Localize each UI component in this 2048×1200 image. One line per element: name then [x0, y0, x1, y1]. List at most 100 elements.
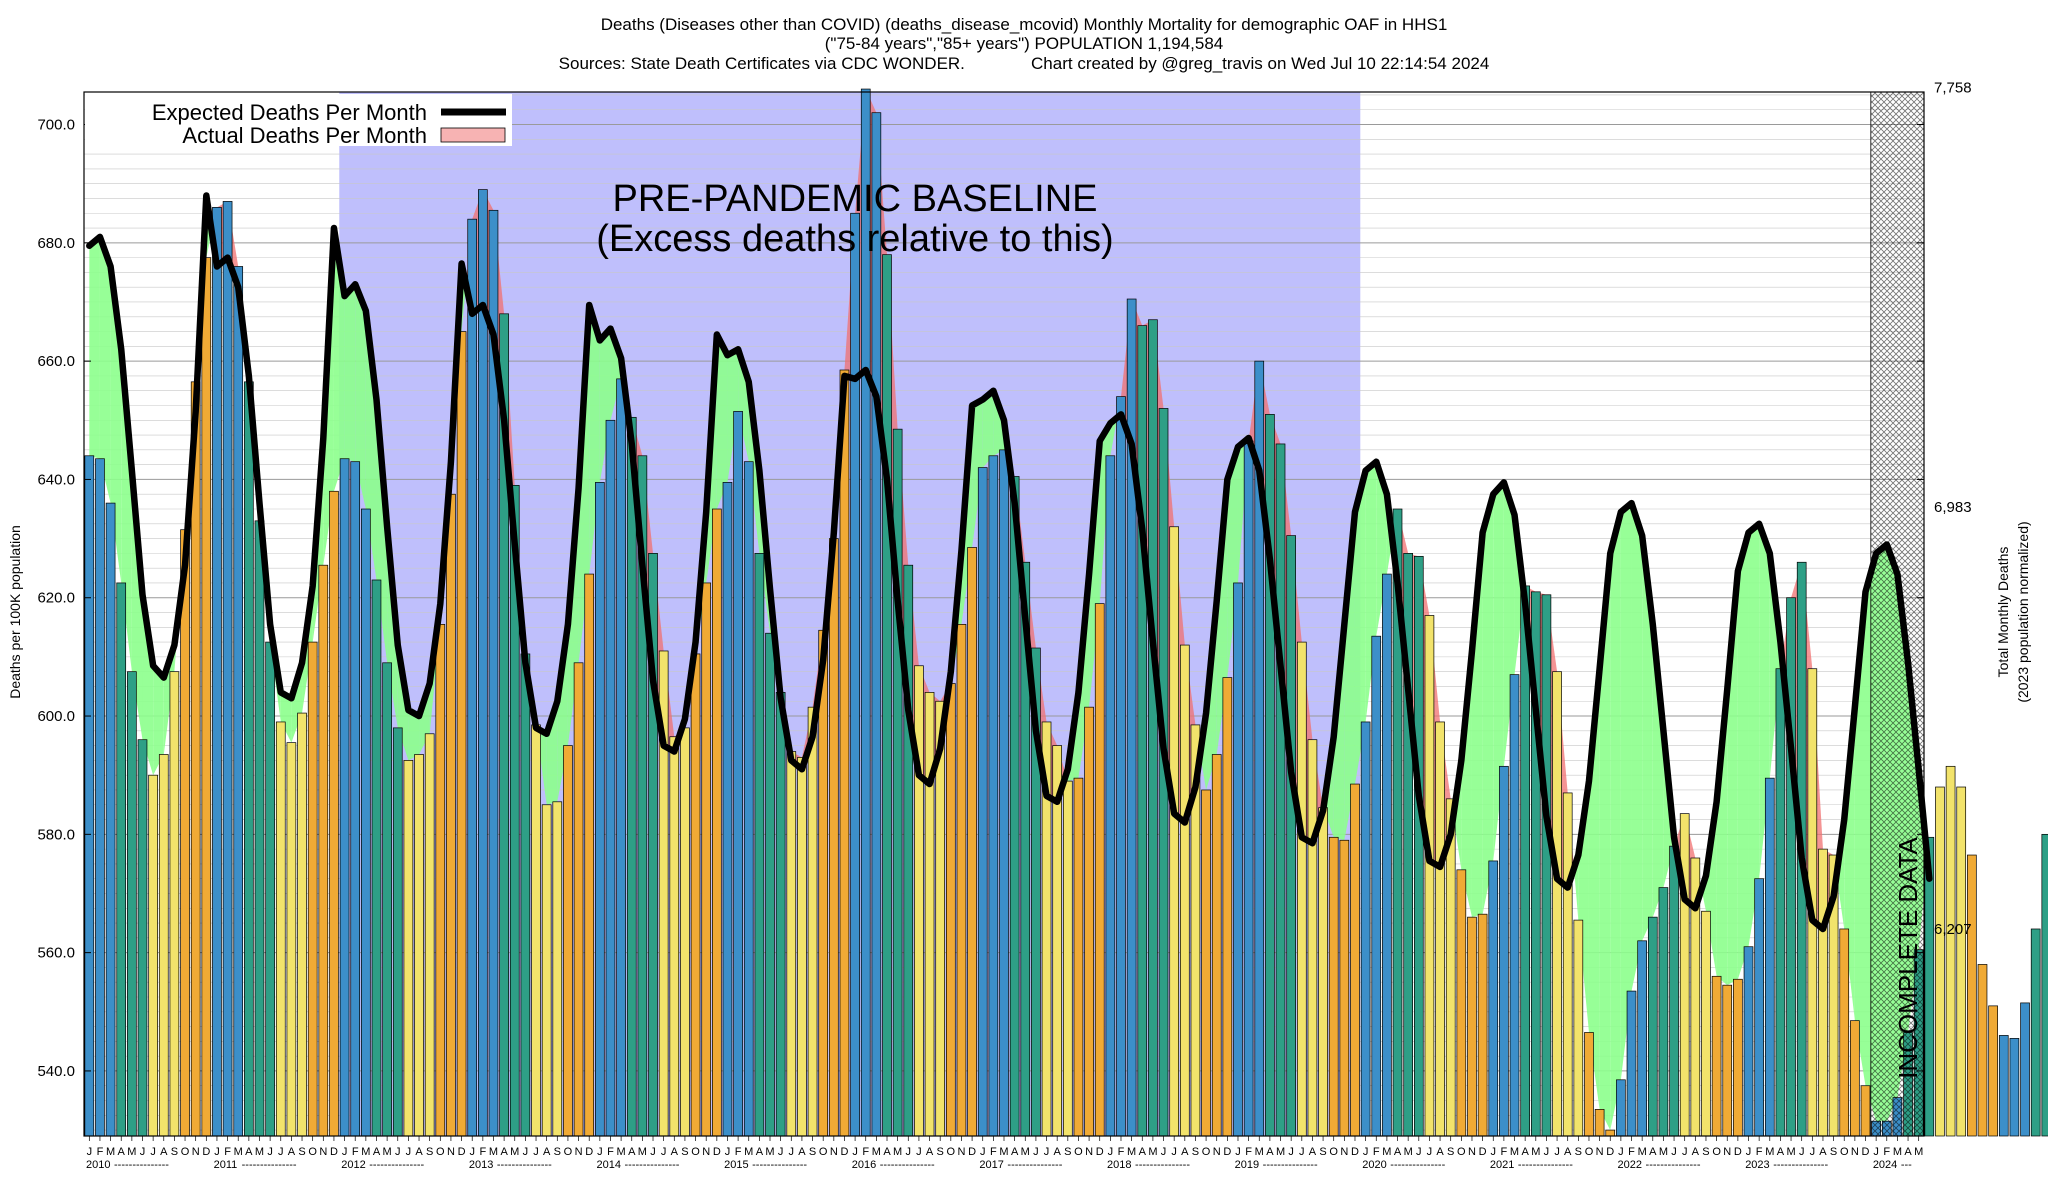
- month-tick-label: D: [1734, 1146, 1742, 1158]
- month-tick-label: J: [916, 1146, 922, 1158]
- month-tick-label: M: [638, 1146, 647, 1158]
- actual-bar: [999, 449, 1009, 1137]
- deficit-fill: [1110, 417, 1118, 456]
- legend: Expected Deaths Per Month Actual Deaths …: [85, 94, 512, 148]
- deficit-fill: [1482, 494, 1494, 915]
- actual-bar: [1701, 910, 1711, 1137]
- actual-bar: [1328, 836, 1339, 1137]
- deficit-fill: [1642, 535, 1653, 941]
- month-tick-label: F: [1501, 1146, 1508, 1158]
- actual-bar: [1382, 573, 1392, 1137]
- month-tick-label: N: [1723, 1146, 1731, 1158]
- baseline-band: [339, 92, 1361, 1136]
- deficit-fill: [142, 594, 154, 776]
- actual-bar: [403, 760, 414, 1137]
- month-tick-label: J: [725, 1146, 731, 1158]
- actual-bar: [1169, 526, 1179, 1137]
- actual-bar: [531, 724, 541, 1137]
- month-tick-label: M: [893, 1146, 902, 1158]
- year-dash-label: ---------------: [752, 1159, 807, 1171]
- actual-bar: [1945, 765, 1956, 1137]
- actual-bar: [1977, 964, 1988, 1137]
- deficit-fill: [1652, 624, 1664, 918]
- actual-bar: [2020, 1002, 2030, 1137]
- incomplete-hatch: [1870, 91, 1925, 1137]
- month-tick-label: M: [1127, 1146, 1136, 1158]
- year-tick-label: 2019: [1235, 1159, 1259, 1171]
- month-tick-label: D: [713, 1146, 721, 1158]
- month-tick-label: D: [1351, 1146, 1359, 1158]
- month-tick-label: S: [1830, 1146, 1837, 1158]
- actual-bar: [1573, 919, 1584, 1137]
- actual-bar: [1148, 319, 1158, 1137]
- y-tick-label: 640.0: [37, 471, 75, 488]
- month-tick-label: M: [1404, 1146, 1413, 1158]
- month-tick-label: A: [1394, 1146, 1402, 1158]
- month-tick-label: M: [1148, 1146, 1157, 1158]
- month-tick-label: J: [533, 1146, 539, 1158]
- actual-bar: [84, 455, 95, 1137]
- month-tick-label: A: [1181, 1146, 1189, 1158]
- actual-bar: [1520, 585, 1530, 1137]
- actual-bar: [1626, 990, 1637, 1137]
- month-tick-label: M: [765, 1146, 774, 1158]
- deficit-fill: [982, 390, 994, 468]
- month-tick-label: F: [1373, 1146, 1380, 1158]
- month-tick-label: J: [1554, 1146, 1560, 1158]
- month-tick-label: S: [426, 1146, 433, 1158]
- actual-bar: [797, 757, 807, 1137]
- actual-bar: [967, 547, 977, 1137]
- month-tick-label: M: [1510, 1146, 1519, 1158]
- y-tick-label: 540.0: [37, 1063, 75, 1080]
- month-tick-label: F: [1245, 1146, 1252, 1158]
- actual-bar: [116, 582, 127, 1137]
- deficit-fill: [1227, 446, 1238, 678]
- y-tick-label: 600.0: [37, 708, 75, 725]
- month-tick-label: J: [1416, 1146, 1422, 1158]
- month-tick-label: A: [1054, 1146, 1062, 1158]
- month-tick-label: F: [224, 1146, 231, 1158]
- month-tick-label: A: [245, 1146, 253, 1158]
- actual-bar: [1775, 668, 1786, 1137]
- actual-bar: [1711, 975, 1722, 1137]
- month-tick-label: D: [1223, 1146, 1231, 1158]
- actual-bar: [839, 369, 850, 1137]
- month-tick-label: N: [1213, 1146, 1221, 1158]
- year-tick-label: 2011: [214, 1159, 238, 1171]
- actual-bar: [541, 804, 552, 1137]
- month-tick-label: M: [1255, 1146, 1264, 1158]
- legend-actual-swatch: [440, 127, 506, 143]
- month-tick-label: A: [671, 1146, 679, 1158]
- actual-bar: [733, 411, 743, 1137]
- month-tick-label: A: [1692, 1146, 1700, 1158]
- month-tick-label: M: [361, 1146, 370, 1158]
- legend-actual-label: Actual Deaths Per Month: [182, 123, 427, 148]
- year-dash-label: ---------------: [242, 1159, 297, 1171]
- actual-bar: [1009, 476, 1020, 1137]
- actual-bar: [1211, 754, 1222, 1137]
- month-tick-label: O: [819, 1146, 828, 1158]
- month-tick-label: S: [809, 1146, 816, 1158]
- month-tick-label: F: [607, 1146, 614, 1158]
- actual-bar: [1477, 913, 1488, 1137]
- year-dash-label: ---------------: [1263, 1159, 1318, 1171]
- month-tick-label: A: [373, 1146, 381, 1158]
- actual-bars: [84, 88, 2048, 1137]
- actual-bar: [1850, 1020, 1860, 1137]
- month-tick-label: A: [1139, 1146, 1147, 1158]
- actual-bar: [552, 801, 563, 1137]
- actual-bar: [1552, 671, 1562, 1137]
- month-tick-label: O: [1329, 1146, 1338, 1158]
- actual-bar: [1424, 615, 1435, 1137]
- actual-bar: [712, 508, 722, 1137]
- actual-bar: [265, 641, 275, 1137]
- actual-bar: [1839, 928, 1850, 1137]
- actual-bar: [1179, 644, 1190, 1137]
- actual-bar: [435, 624, 446, 1137]
- actual-bar: [1637, 940, 1647, 1137]
- month-tick-label: J: [278, 1146, 284, 1158]
- actual-bar: [1616, 1079, 1626, 1137]
- year-tick-label: 2015: [724, 1159, 748, 1171]
- actual-bar: [1084, 706, 1094, 1137]
- month-tick-label: S: [1447, 1146, 1454, 1158]
